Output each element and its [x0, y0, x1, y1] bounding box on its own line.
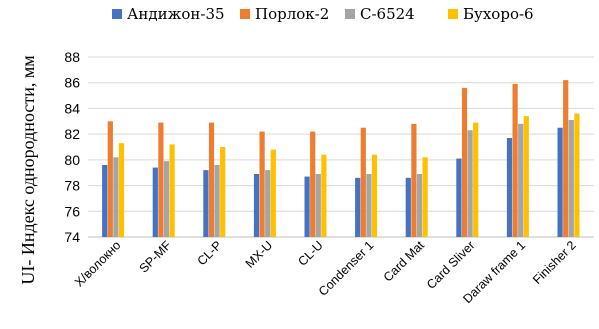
x-tick-label: CL-U — [295, 238, 326, 269]
bar — [456, 158, 462, 237]
x-tick-label: Card Mat — [381, 238, 428, 285]
x-tick-label: MX-U — [243, 238, 275, 270]
legend-label: Бухоро-6 — [463, 5, 534, 23]
bar — [473, 122, 479, 237]
bar — [360, 127, 366, 237]
bar — [158, 122, 164, 237]
bar — [169, 144, 175, 237]
y-tick-label: 74 — [64, 229, 80, 245]
legend-label: Порлок-2 — [255, 5, 329, 23]
bar — [253, 174, 260, 237]
x-tick-label: Х/волокно — [72, 238, 123, 289]
bar — [568, 120, 574, 237]
bar — [102, 165, 108, 237]
bar — [405, 177, 411, 237]
bar — [208, 122, 215, 237]
bar — [315, 174, 321, 237]
x-tick-label: Finisher 2 — [530, 238, 579, 287]
bar — [518, 123, 524, 237]
bar — [366, 174, 372, 237]
bar — [411, 123, 417, 237]
bar — [265, 170, 271, 237]
y-tick-label: 88 — [64, 49, 80, 65]
bar — [422, 157, 428, 237]
bar — [214, 165, 220, 237]
y-tick-label: 84 — [64, 100, 80, 116]
y-tick-label: 80 — [64, 152, 80, 168]
bar — [557, 127, 563, 237]
bar — [416, 174, 423, 237]
bar — [523, 116, 529, 237]
legend-swatch — [240, 9, 250, 19]
bar — [371, 154, 378, 237]
legend-swatch — [112, 9, 122, 19]
legend-label: С-6524 — [360, 5, 415, 23]
bar — [461, 87, 468, 237]
bar — [506, 138, 513, 237]
bars — [102, 80, 580, 238]
y-axis-ticks: 74 76 78 80 82 84 86 88 — [64, 49, 80, 245]
bar — [113, 157, 119, 237]
x-tick-label: Card Sliver — [424, 238, 478, 292]
y-axis-label: UI- Индекс однородности, мм — [18, 55, 38, 284]
bar — [321, 154, 327, 237]
bar — [152, 167, 158, 237]
bar — [563, 80, 569, 238]
bar — [220, 147, 226, 237]
legend-label: Андижон-35 — [127, 5, 225, 23]
bar — [163, 161, 170, 237]
bar — [310, 131, 316, 237]
y-tick-label: 82 — [64, 126, 80, 142]
bar — [118, 143, 125, 237]
bar — [107, 121, 113, 237]
bar — [467, 130, 473, 237]
y-tick-label: 76 — [64, 203, 80, 219]
y-tick-label: 78 — [64, 178, 80, 194]
bar — [512, 84, 518, 237]
bar — [304, 176, 310, 237]
legend-swatch — [448, 9, 458, 19]
bar — [203, 170, 209, 237]
y-tick-label: 86 — [64, 75, 80, 91]
x-tick-label: SP-MF — [137, 238, 175, 276]
bar — [355, 177, 361, 237]
bar — [259, 131, 265, 237]
x-tick-label: Condenser 1 — [316, 238, 377, 299]
legend-swatch — [345, 9, 355, 19]
bar — [270, 149, 276, 237]
bar — [574, 113, 580, 237]
legend: Андижон-35 Порлок-2 С-6524 Бухоро-6 — [112, 5, 534, 23]
x-tick-label: CL-P — [195, 238, 225, 268]
